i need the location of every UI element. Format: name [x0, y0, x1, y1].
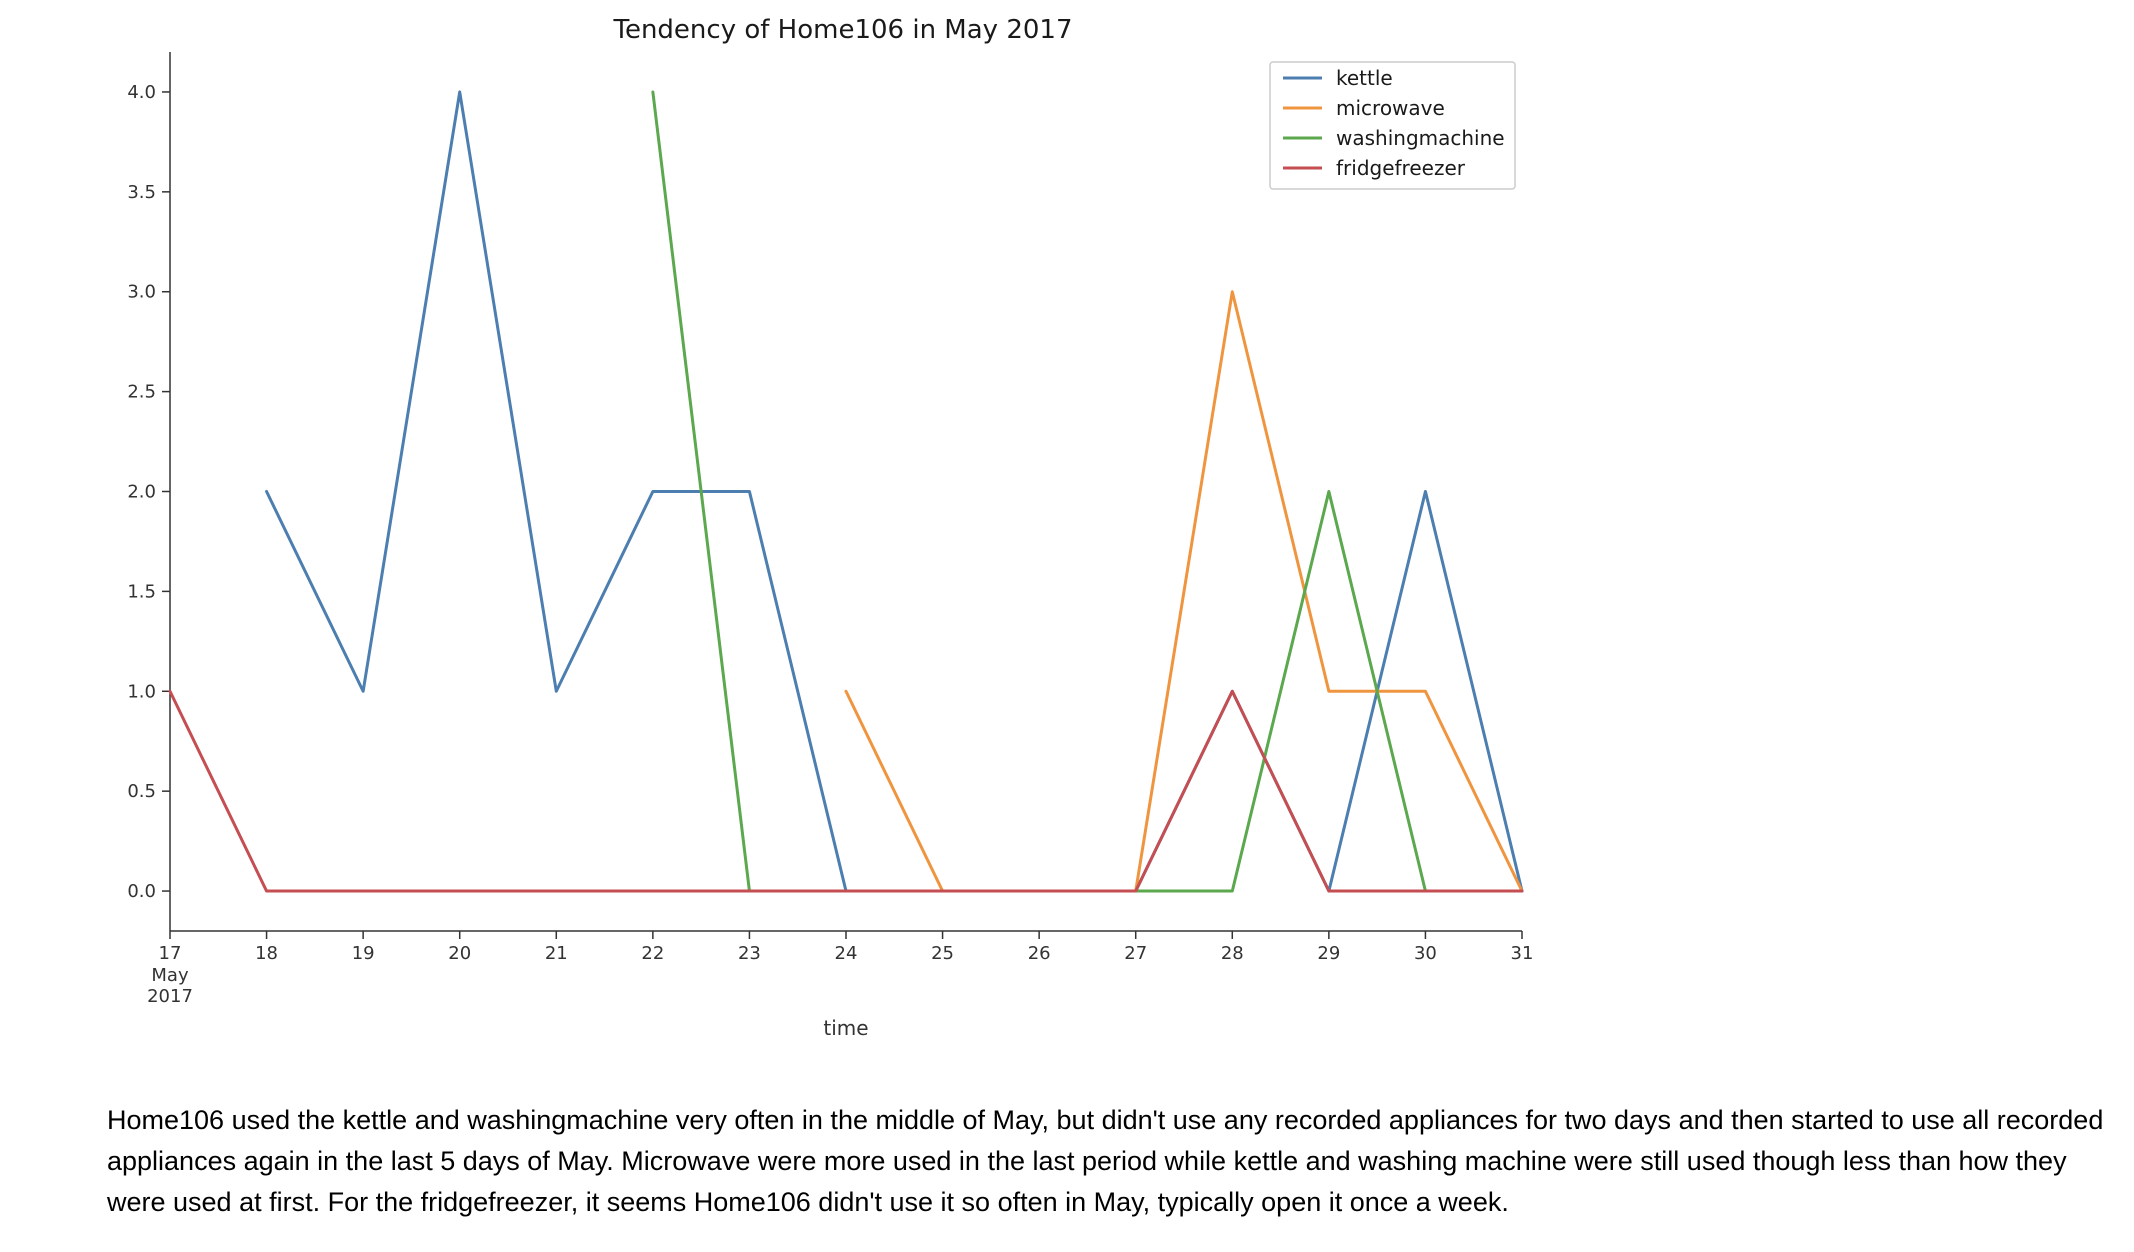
x-axis-label: time: [823, 1016, 868, 1040]
x-tick-label: 24: [835, 943, 858, 964]
x-tick-label: 30: [1414, 943, 1437, 964]
legend-label-kettle: kettle: [1336, 66, 1393, 90]
y-tick-label: 2.0: [127, 482, 156, 503]
y-tick-label: 4.0: [127, 82, 156, 103]
y-tick-label: 3.0: [127, 282, 156, 303]
y-tick-label: 0.5: [127, 781, 156, 802]
x-tick-label: 29: [1317, 943, 1340, 964]
y-axis: 0.0 0.5 1.0 1.5 2.0 2.5 3.0 3.5 4.0: [127, 52, 171, 931]
x-tick-label: 25: [931, 943, 954, 964]
y-tick-label: 3.5: [127, 182, 156, 203]
y-ticks: 0.0 0.5 1.0 1.5 2.0 2.5 3.0 3.5 4.0: [127, 82, 170, 902]
x-tick-label: 19: [352, 943, 375, 964]
x-ticks: 17 18 19 20 21 22 23 24 25 26 27 28 29 30 31: [159, 931, 1534, 964]
x-axis: 17 18 19 20 21 22 23 24 25 26 27 28 29 30 31 May 2017: [147, 930, 1534, 1007]
legend-label-fridgefreezer: fridgefreezer: [1336, 156, 1466, 180]
legend-label-washingmachine: washingmachine: [1336, 126, 1505, 150]
x-tick-label: 18: [255, 943, 278, 964]
y-tick-label: 2.5: [127, 382, 156, 403]
chart-title: Tendency of Home106 in May 2017: [612, 15, 1072, 45]
y-tick-label: 1.0: [127, 681, 156, 702]
x-tick-sublabel-month: May: [151, 965, 189, 986]
line-chart: Tendency of Home106 in May 2017 0.0 0.5 1.…: [127, 15, 1534, 1040]
series-lines: [168, 90, 1524, 893]
legend: kettle microwave washingmachine fridgefreez…: [1269, 61, 1516, 190]
series-line-microwave: [844, 290, 1524, 893]
x-tick-label: 26: [1028, 943, 1051, 964]
x-tick-label: 28: [1221, 943, 1244, 964]
series-line-kettle: [265, 90, 1524, 893]
x-tick-label: 21: [545, 943, 568, 964]
caption-text: Home106 used the kettle and washingmachi…: [107, 1105, 2104, 1217]
legend-items: kettle microwave washingmachine fridgefreez…: [1283, 66, 1505, 180]
x-tick-label: 17: [159, 943, 182, 964]
x-tick-label: 27: [1124, 943, 1147, 964]
series-line-fridgefreezer: [168, 689, 1524, 893]
y-tick-label: 0.0: [127, 881, 156, 902]
x-tick-label: 20: [448, 943, 471, 964]
legend-box: [1269, 61, 1516, 190]
legend-label-microwave: microwave: [1336, 96, 1445, 120]
x-tick-label: 23: [738, 943, 761, 964]
y-tick-label: 1.5: [127, 581, 156, 602]
x-tick-label: 22: [641, 943, 664, 964]
series-line-washingmachine: [651, 90, 1524, 893]
x-tick-sublabel-year: 2017: [147, 986, 193, 1007]
x-tick-label: 31: [1511, 943, 1534, 964]
